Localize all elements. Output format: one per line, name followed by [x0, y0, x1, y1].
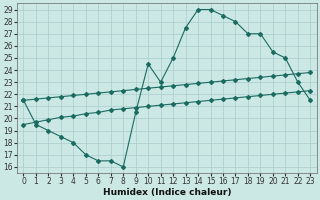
X-axis label: Humidex (Indice chaleur): Humidex (Indice chaleur) [103, 188, 231, 197]
